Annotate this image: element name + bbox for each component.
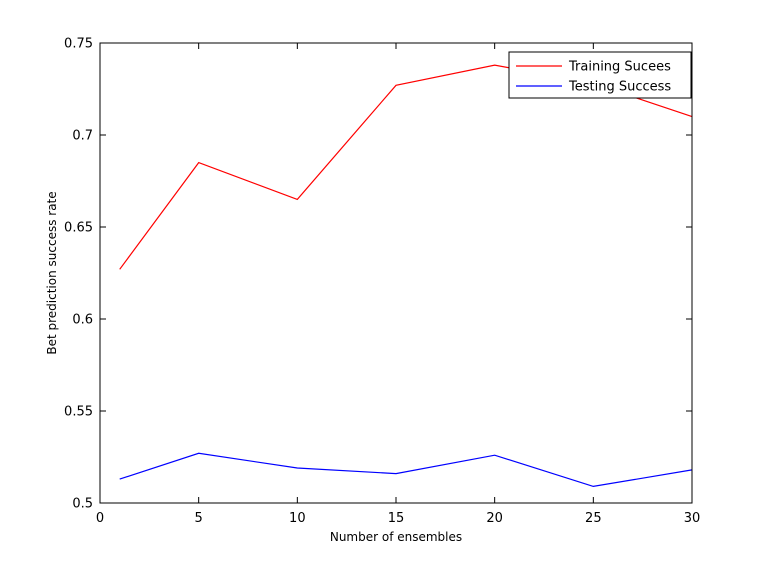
x-tick-label: 0 xyxy=(96,511,104,526)
x-tick-label: 5 xyxy=(195,511,203,526)
legend-label-training: Training Sucees xyxy=(568,60,671,75)
y-tick-label: 0.7 xyxy=(72,129,93,144)
y-tick-label: 0.65 xyxy=(64,221,93,236)
legend: Training Sucees Testing Success xyxy=(508,51,692,99)
plot-frame xyxy=(99,42,693,504)
legend-box xyxy=(508,51,692,99)
series-line-testing xyxy=(119,452,693,488)
y-tick-label: 0.5 xyxy=(72,497,93,512)
y-tick-label: 0.55 xyxy=(64,405,93,420)
x-tick-label: 15 xyxy=(388,511,405,526)
y-tick-label: 0.6 xyxy=(72,313,93,328)
x-tick-label: 10 xyxy=(289,511,306,526)
plot-area xyxy=(100,43,692,503)
x-tick-label: 25 xyxy=(585,511,602,526)
x-axis-label: Number of ensembles xyxy=(330,530,462,544)
y-axis-label: Bet prediction success rate xyxy=(45,191,59,354)
tick-labels: 0 5 10 15 20 25 30 0.5 0.55 0.6 0.65 0.7 0.75 xyxy=(64,37,700,527)
x-tick-label: 20 xyxy=(486,511,503,526)
x-tick-label: 30 xyxy=(684,511,701,526)
legend-label-testing: Testing Success xyxy=(568,80,671,95)
y-tick-label: 0.75 xyxy=(64,37,93,52)
